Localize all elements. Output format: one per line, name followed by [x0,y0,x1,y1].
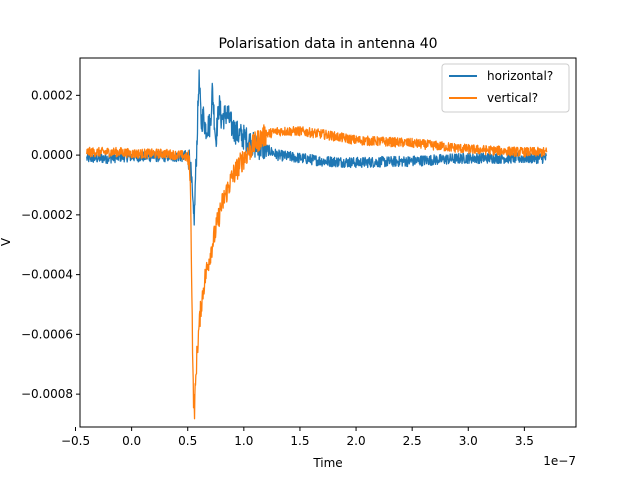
series-line-vertical [86,124,548,420]
y-tick-label: 0.0002 [31,88,73,102]
plot-area [86,69,548,420]
y-axis: 0.0002 0.0000 −0.0002 −0.0004 −0.0006 −0.0008 [21,88,80,401]
chart-title: Polarisation data in antenna 40 [218,36,437,52]
x-tick-label: 0.0 [122,434,141,448]
x-axis: −0.5 0.0 0.5 1.0 1.5 2.0 2.5 3.0 3.5 [61,427,534,448]
x-axis-label: Time [312,456,342,470]
x-tick-label: 1.5 [290,434,309,448]
y-tick-label: −0.0002 [21,208,73,222]
y-tick-label: −0.0004 [21,268,73,282]
x-tick-label: 3.0 [459,434,478,448]
legend-label-horizontal: horizontal? [487,69,553,83]
x-tick-label: 1.0 [234,434,253,448]
axes-frame [79,57,577,428]
y-tick-label: −0.0006 [21,327,73,341]
x-axis-offset-label: 1e−7 [543,454,576,468]
legend: horizontal? vertical? [441,63,570,113]
x-tick-label: 2.0 [347,434,366,448]
x-tick-label: 0.5 [178,434,197,448]
x-tick-label: −0.5 [61,434,90,448]
y-tick-label: −0.0008 [21,387,73,401]
y-axis-label: V [0,237,13,246]
x-tick-label: 3.5 [515,434,534,448]
y-tick-label: 0.0000 [31,148,73,162]
legend-label-vertical: vertical? [487,91,538,105]
x-tick-label: 2.5 [403,434,422,448]
